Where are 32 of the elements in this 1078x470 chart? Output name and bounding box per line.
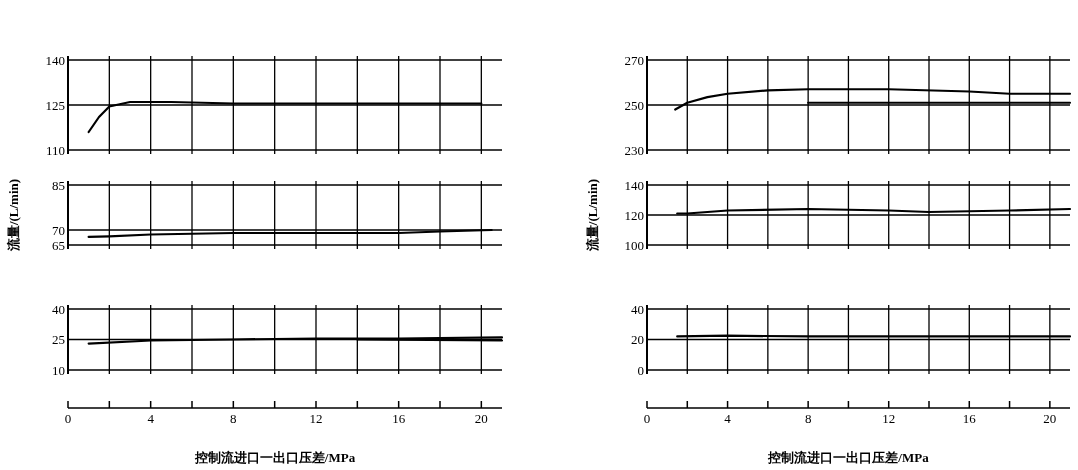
- y-tick-label: 110: [45, 142, 65, 158]
- x-tick-label: 16: [962, 411, 977, 426]
- x-axis-title: 控制流进口一出口压差/MPa: [193, 450, 356, 465]
- x-tick-label: 20: [474, 411, 488, 426]
- x-tick-label: 12: [882, 411, 896, 426]
- y-tick-label: 10: [52, 362, 65, 378]
- y-tick-label: 65: [52, 237, 65, 253]
- x-tick-label: 12: [309, 411, 323, 426]
- y-tick-label: 250: [624, 97, 644, 113]
- y-tick-label: 140: [624, 177, 644, 193]
- x-tick-label: 16: [392, 411, 406, 426]
- y-tick-label: 120: [624, 207, 644, 223]
- y-tick-label: 40: [631, 301, 644, 317]
- x-tick-label: 8: [804, 411, 812, 426]
- y-tick-label: 85: [52, 177, 65, 193]
- y-tick-label: 0: [637, 362, 644, 378]
- x-tick-label: 8: [230, 411, 237, 426]
- y-axis-title: 流量/(L/min): [585, 178, 600, 253]
- x-tick-label: 20: [1043, 411, 1057, 426]
- y-tick-label: 40: [52, 301, 65, 317]
- y-tick-label: 140: [45, 52, 65, 68]
- y-axis-title: 流量/(L/min): [6, 178, 21, 253]
- x-tick-label: 4: [724, 411, 732, 426]
- y-tick-label: 230: [624, 142, 644, 158]
- y-tick-label: 270: [624, 52, 644, 68]
- y-tick-label: 25: [52, 332, 65, 347]
- x-axis-title: 控制流进口一出口压差/MPa: [767, 450, 930, 465]
- y-tick-label: 70: [52, 222, 65, 238]
- x-tick-label: 4: [147, 411, 155, 426]
- y-tick-label: 125: [45, 97, 65, 113]
- y-tick-label: 20: [631, 332, 644, 347]
- y-tick-label: 100: [624, 237, 644, 253]
